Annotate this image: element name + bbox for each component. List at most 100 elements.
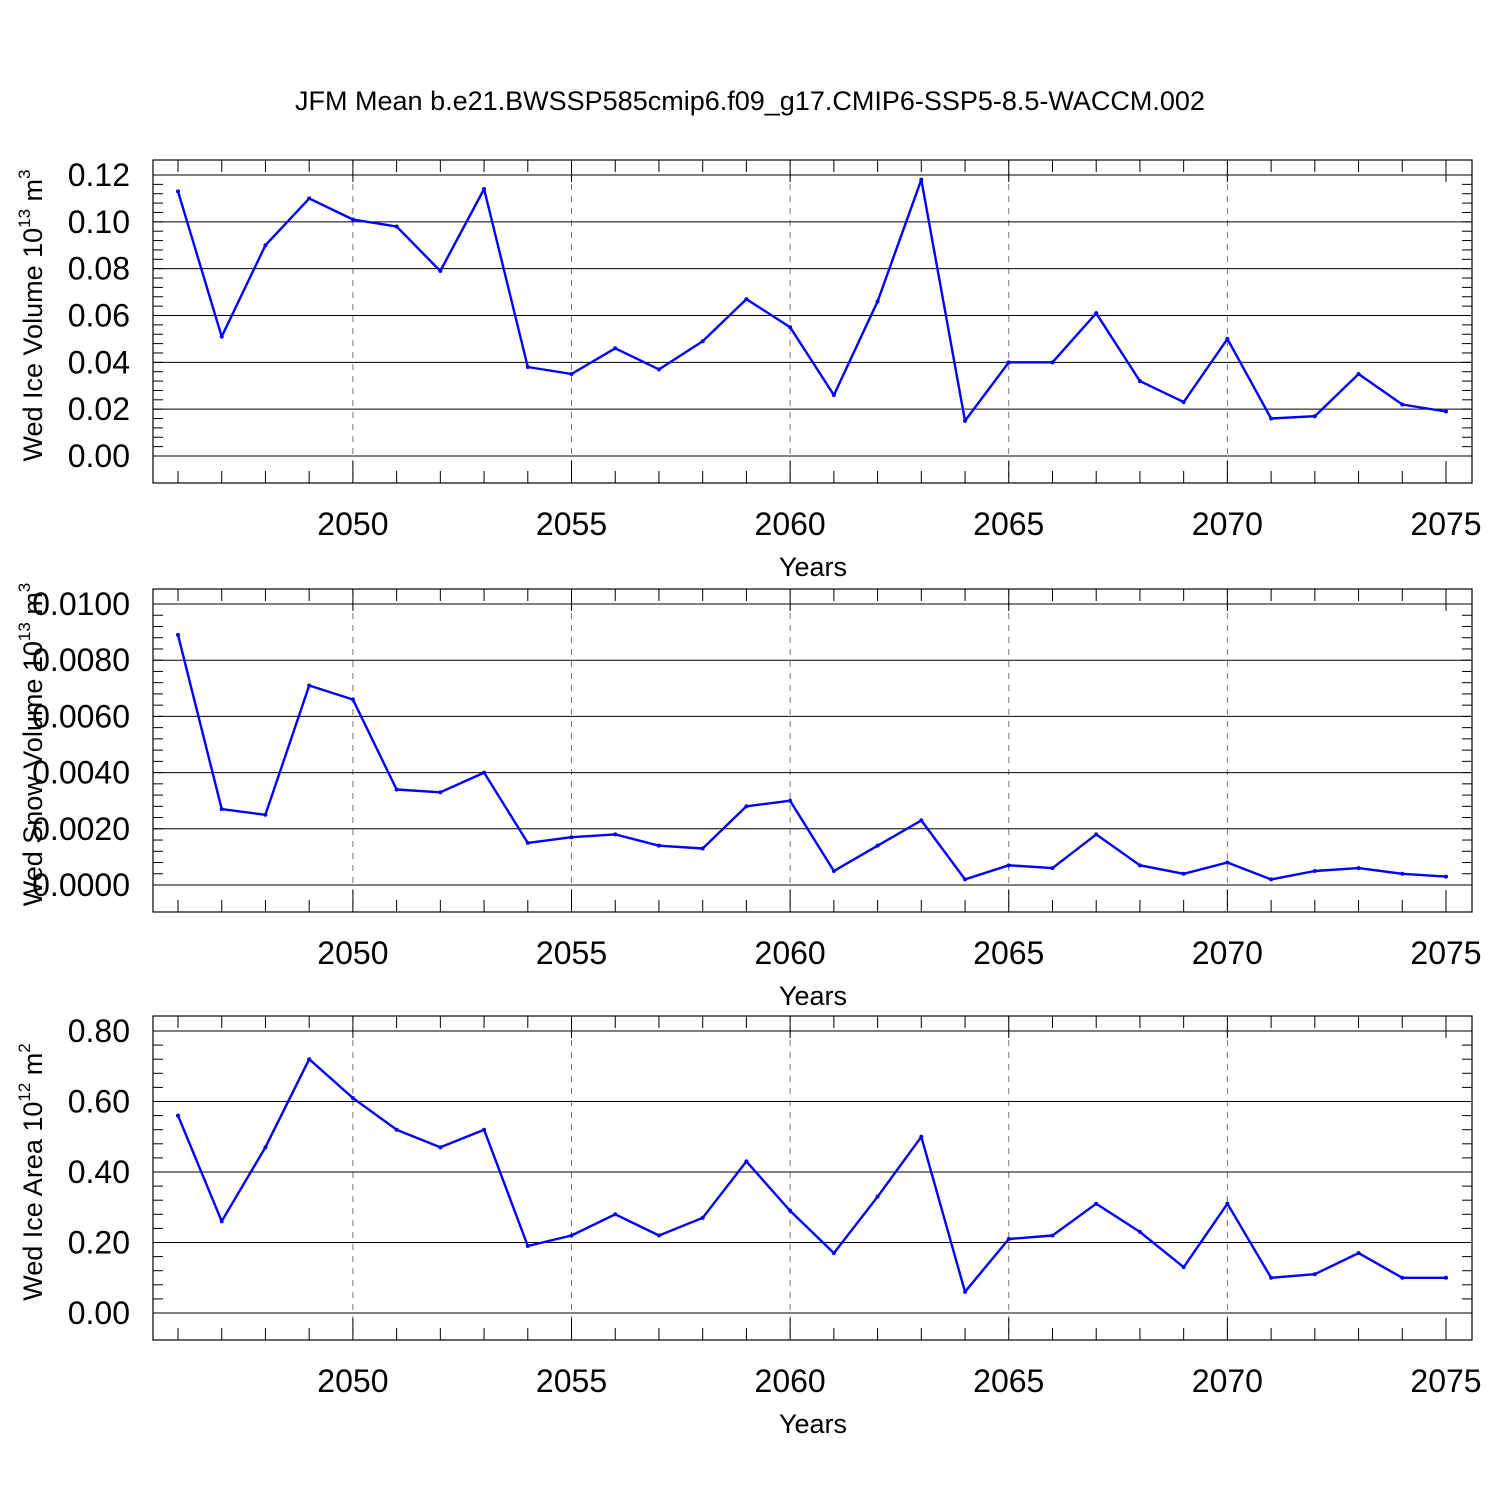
xtick-label: 2070 (1192, 1363, 1263, 1399)
data-point (1006, 1236, 1011, 1241)
y-axis-label-main: Wed Ice Volume 10 (18, 228, 48, 462)
ytick-label: 0.0020 (32, 811, 130, 847)
data-point (350, 1095, 355, 1100)
xtick-label: 2070 (1192, 506, 1263, 542)
xtick-label: 2050 (317, 506, 388, 542)
data-point (438, 1145, 443, 1150)
data-point (875, 299, 880, 304)
ytick-label: 0.40 (68, 1154, 130, 1190)
data-point (176, 1113, 180, 1118)
y-axis-label-exponent: 13 (15, 622, 34, 641)
data-point (350, 217, 355, 222)
data-point (1050, 1233, 1055, 1238)
data-point (1400, 871, 1405, 876)
data-point (1094, 1201, 1099, 1206)
data-point (394, 224, 399, 229)
xtick-label: 2060 (755, 935, 826, 971)
x-axis-label: Years (779, 552, 847, 582)
data-point (525, 840, 530, 845)
data-point (875, 1194, 880, 1199)
y-axis-label-unit: m (18, 1053, 48, 1083)
data-point (1444, 409, 1448, 414)
data-point (307, 1057, 312, 1062)
plot-frame (152, 159, 1473, 484)
xtick-label: 2050 (317, 935, 388, 971)
data-point (1269, 1275, 1274, 1280)
data-point (1312, 1272, 1317, 1277)
data-point (219, 1219, 224, 1224)
y-axis-label-exponent: 13 (15, 209, 34, 228)
ytick-label: 0.80 (68, 1013, 130, 1049)
data-point (263, 1145, 268, 1150)
ytick-label: 0.0040 (32, 755, 130, 791)
data-point (438, 790, 443, 795)
data-point (1312, 868, 1317, 873)
series-line (176, 634, 1447, 881)
data-point (394, 1127, 399, 1132)
data-point (1006, 863, 1011, 868)
data-point (307, 683, 312, 688)
xtick-label: 2070 (1192, 935, 1263, 971)
xtick-label: 2050 (317, 1363, 388, 1399)
data-point (1181, 871, 1186, 876)
ytick-label: 0.0060 (32, 698, 130, 734)
xtick-label: 2055 (536, 1363, 607, 1399)
ytick-label: 0.12 (68, 157, 130, 193)
data-point (744, 804, 749, 809)
data-point (1225, 1201, 1230, 1206)
data-point (656, 367, 661, 372)
data-point (569, 372, 574, 377)
data-point (788, 798, 793, 803)
y-axis-label-main: Wed Ice Area 10 (18, 1102, 48, 1301)
xtick-label: 2065 (973, 1363, 1044, 1399)
data-point (1050, 866, 1055, 871)
data-point (307, 196, 312, 201)
xtick-label: 2075 (1410, 935, 1481, 971)
ytick-label: 0.06 (68, 298, 130, 334)
data-point (394, 787, 399, 792)
ytick-label: 0.0000 (32, 867, 130, 903)
data-point (963, 418, 968, 423)
data-point (1225, 336, 1230, 341)
data-point (1312, 414, 1317, 419)
ytick-label: 0.00 (68, 438, 130, 474)
ytick-label: 0.0100 (32, 586, 130, 622)
data-point (744, 1159, 749, 1164)
data-point (1400, 402, 1405, 407)
data-point (1137, 1229, 1142, 1234)
data-point (700, 339, 705, 344)
ytick-label: 0.04 (68, 344, 130, 380)
data-point (613, 346, 618, 351)
xtick-label: 2060 (755, 506, 826, 542)
data-point (219, 334, 224, 339)
data-point (263, 812, 268, 817)
panel-1: 0.00 0.02 0.04 0.06 0.08 0.10 0.12 2050 2055 2060… (15, 157, 1482, 582)
data-point (1006, 360, 1011, 365)
data-point (219, 807, 224, 812)
panels: 0.00 0.02 0.04 0.06 0.08 0.10 0.12 2050 2055 2060… (15, 157, 1482, 1439)
data-point (788, 1208, 793, 1213)
x-axis-label: Years (779, 1409, 847, 1439)
series-line (176, 1057, 1446, 1294)
data-point (525, 1244, 530, 1249)
y-axis-label-unit_exponent: 3 (15, 583, 34, 592)
data-point (1444, 1275, 1448, 1280)
data-point (482, 770, 487, 775)
data-point (569, 1233, 574, 1238)
data-point (438, 269, 443, 274)
xtick-label: 2060 (755, 1363, 826, 1399)
data-point (700, 846, 705, 851)
data-point (613, 832, 618, 837)
data-point (1269, 877, 1274, 882)
data-point (613, 1212, 618, 1217)
data-point (1137, 379, 1142, 384)
xtick-label: 2055 (536, 935, 607, 971)
data-point (963, 877, 968, 882)
chart-title: JFM Mean b.e21.BWSSP585cmip6.f09_g17.CMI… (295, 86, 1205, 116)
y-axis-label-unit: m (18, 179, 48, 209)
data-point (482, 1127, 487, 1132)
data-point (482, 187, 487, 192)
data-point (1137, 863, 1142, 868)
data-point (875, 843, 880, 848)
